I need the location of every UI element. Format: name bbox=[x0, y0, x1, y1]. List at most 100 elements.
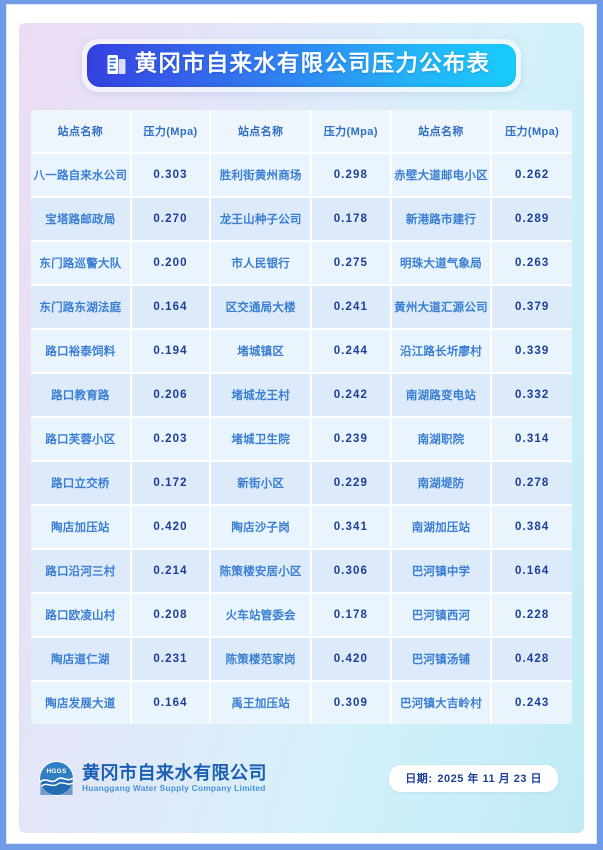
station-name-cell: 陈策楼范家岗 bbox=[211, 637, 313, 682]
table-row: 陶店加压站 0.420 陶店沙子岗 0.341 南湖加压站 0.384 bbox=[31, 505, 572, 550]
table-row: 路口芙蓉小区 0.203 堵城卫生院 0.239 南湖职院 0.314 bbox=[31, 417, 572, 462]
pressure-value-cell: 0.208 bbox=[131, 593, 212, 638]
pressure-value-cell: 0.178 bbox=[312, 593, 392, 638]
station-name-cell: 路口沿河三村 bbox=[31, 549, 132, 594]
station-name-cell: 明珠大道气象局 bbox=[391, 241, 493, 286]
station-name-cell: 胜利街黄州商场 bbox=[211, 153, 313, 198]
pressure-value-cell: 0.309 bbox=[312, 681, 392, 724]
table-row: 陶店发展大道 0.164 禹王加压站 0.309 巴河镇大吉岭村 0.243 bbox=[31, 681, 572, 724]
station-name-cell: 巴河镇汤铺 bbox=[391, 637, 493, 682]
table-row: 路口立交桥 0.172 新街小区 0.229 南湖堤防 0.278 bbox=[31, 461, 572, 506]
pressure-value-cell: 0.428 bbox=[492, 637, 572, 682]
pressure-value-cell: 0.239 bbox=[312, 417, 392, 462]
station-name-cell: 新街小区 bbox=[211, 461, 313, 506]
date-badge: 日期: 2025 年 11 月 23 日 bbox=[389, 764, 558, 792]
pressure-value-cell: 0.214 bbox=[131, 549, 212, 594]
svg-text:HGGS: HGGS bbox=[46, 768, 67, 775]
column-header-4: 站点名称 bbox=[391, 109, 493, 154]
station-name-cell: 宝塔路邮政局 bbox=[31, 197, 132, 242]
column-header-1: 压力(Mpa) bbox=[131, 109, 212, 154]
column-header-3: 压力(Mpa) bbox=[312, 109, 392, 154]
station-name-cell: 堵城镇区 bbox=[211, 329, 313, 374]
pressure-value-cell: 0.420 bbox=[131, 505, 212, 550]
pressure-value-cell: 0.164 bbox=[131, 681, 212, 724]
pressure-value-cell: 0.200 bbox=[131, 241, 212, 286]
station-name-cell: 区交通局大楼 bbox=[211, 285, 313, 330]
report-document-icon bbox=[107, 54, 126, 75]
pressure-value-cell: 0.262 bbox=[492, 153, 572, 198]
pressure-value-cell: 0.303 bbox=[131, 153, 212, 198]
pressure-value-cell: 0.270 bbox=[131, 197, 212, 242]
table-row: 路口欧凌山村 0.208 火车站管委会 0.178 巴河镇西河 0.228 bbox=[31, 593, 572, 638]
pressure-value-cell: 0.228 bbox=[492, 593, 572, 638]
pressure-value-cell: 0.341 bbox=[312, 505, 392, 550]
table-row: 八一路自来水公司 0.303 胜利街黄州商场 0.298 赤壁大道邮电小区 0.262 bbox=[31, 153, 572, 198]
column-header-2: 站点名称 bbox=[211, 109, 313, 154]
pressure-value-cell: 0.172 bbox=[131, 461, 212, 506]
station-name-cell: 陶店发展大道 bbox=[31, 681, 132, 724]
report-panel: 黄冈市自来水有限公司压力公布表 站点名称 压力(Mpa) 站点名称 压力(Mpa) 站点… bbox=[19, 23, 584, 833]
pressure-table-container: 站点名称 压力(Mpa) 站点名称 压力(Mpa) 站点名称 压力(Mpa) 八一路自来水… bbox=[31, 109, 572, 724]
page-title: 黄冈市自来水有限公司压力公布表 bbox=[134, 51, 491, 76]
pressure-value-cell: 0.241 bbox=[312, 285, 392, 330]
station-name-cell: 堵城龙王村 bbox=[211, 373, 313, 418]
station-name-cell: 沿江路长圻廖村 bbox=[391, 329, 493, 374]
table-row: 东门路东湖法庭 0.164 区交通局大楼 0.241 黄州大道汇源公司 0.379 bbox=[31, 285, 572, 330]
station-name-cell: 巴河镇中学 bbox=[391, 549, 493, 594]
pressure-value-cell: 0.243 bbox=[492, 681, 572, 724]
station-name-cell: 陈策楼安居小区 bbox=[211, 549, 313, 594]
pressure-value-cell: 0.203 bbox=[131, 417, 212, 462]
station-name-cell: 火车站管委会 bbox=[211, 593, 313, 638]
table-row: 陶店道仁湖 0.231 陈策楼范家岗 0.420 巴河镇汤铺 0.428 bbox=[31, 637, 572, 682]
water-wave-circle-logo: HGGS bbox=[39, 760, 74, 796]
pressure-value-cell: 0.314 bbox=[492, 417, 572, 462]
title-pill: 黄冈市自来水有限公司压力公布表 bbox=[86, 44, 517, 87]
station-name-cell: 南湖加压站 bbox=[391, 505, 493, 550]
column-header-5: 压力(Mpa) bbox=[492, 109, 572, 154]
pressure-value-cell: 0.420 bbox=[312, 637, 392, 682]
pressure-value-cell: 0.231 bbox=[131, 637, 212, 682]
station-name-cell: 龙王山种子公司 bbox=[211, 197, 313, 242]
pressure-value-cell: 0.229 bbox=[312, 461, 392, 506]
station-name-cell: 黄州大道汇源公司 bbox=[391, 285, 493, 330]
station-name-cell: 巴河镇大吉岭村 bbox=[391, 681, 493, 724]
station-name-cell: 路口芙蓉小区 bbox=[31, 417, 132, 462]
table-row: 路口教育路 0.206 堵城龙王村 0.242 南湖路变电站 0.332 bbox=[31, 373, 572, 418]
pressure-value-cell: 0.194 bbox=[131, 329, 212, 374]
pressure-value-cell: 0.379 bbox=[492, 285, 572, 330]
station-name-cell: 南湖职院 bbox=[391, 417, 493, 462]
station-name-cell: 新港路市建行 bbox=[391, 197, 493, 242]
station-name-cell: 赤壁大道邮电小区 bbox=[391, 153, 493, 198]
company-name-block: 黄冈市自来水有限公司 Huanggang Water Supply Compan… bbox=[82, 762, 267, 793]
station-name-cell: 路口欧凌山村 bbox=[31, 593, 132, 638]
table-row: 路口沿河三村 0.214 陈策楼安居小区 0.306 巴河镇中学 0.164 bbox=[31, 549, 572, 594]
station-name-cell: 陶店道仁湖 bbox=[31, 637, 132, 682]
station-name-cell: 路口教育路 bbox=[31, 373, 132, 418]
pressure-value-cell: 0.275 bbox=[312, 241, 392, 286]
company-name-cn: 黄冈市自来水有限公司 bbox=[82, 762, 267, 783]
station-name-cell: 南湖路变电站 bbox=[391, 373, 493, 418]
company-brand: HGGS 黄冈市自来水有限公司 Huanggang Water Supply C… bbox=[39, 760, 267, 796]
pressure-value-cell: 0.384 bbox=[492, 505, 572, 550]
company-name-en: Huanggang Water Supply Company Limited bbox=[82, 782, 266, 793]
table-row: 路口裕泰饲料 0.194 堵城镇区 0.244 沿江路长圻廖村 0.339 bbox=[31, 329, 572, 374]
pressure-value-cell: 0.244 bbox=[312, 329, 392, 374]
report-footer: HGGS 黄冈市自来水有限公司 Huanggang Water Supply C… bbox=[19, 724, 584, 834]
title-pill-outer: 黄冈市自来水有限公司压力公布表 bbox=[81, 39, 522, 92]
station-name-cell: 路口裕泰饲料 bbox=[31, 329, 132, 374]
station-name-cell: 市人民银行 bbox=[211, 241, 313, 286]
title-bar: 黄冈市自来水有限公司压力公布表 bbox=[19, 39, 584, 92]
station-name-cell: 巴河镇西河 bbox=[391, 593, 493, 638]
pressure-value-cell: 0.339 bbox=[492, 329, 572, 374]
station-name-cell: 陶店加压站 bbox=[31, 505, 132, 550]
table-row: 东门路巡警大队 0.200 市人民银行 0.275 明珠大道气象局 0.263 bbox=[31, 241, 572, 286]
report-card: 黄冈市自来水有限公司压力公布表 站点名称 压力(Mpa) 站点名称 压力(Mpa) 站点… bbox=[6, 4, 597, 844]
station-name-cell: 东门路东湖法庭 bbox=[31, 285, 132, 330]
station-name-cell: 东门路巡警大队 bbox=[31, 241, 132, 286]
date-value: 2025 年 11 月 23 日 bbox=[437, 772, 542, 785]
pressure-value-cell: 0.178 bbox=[312, 197, 392, 242]
pressure-value-cell: 0.298 bbox=[312, 153, 392, 198]
station-name-cell: 禹王加压站 bbox=[211, 681, 313, 724]
pressure-value-cell: 0.289 bbox=[492, 197, 572, 242]
